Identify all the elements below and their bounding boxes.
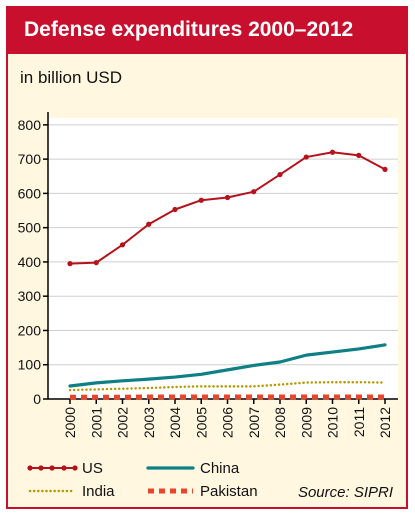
point-us-2011: [356, 152, 362, 158]
point-us-2008: [277, 171, 283, 178]
legend-marker-us: [27, 465, 33, 471]
point-us-2010: [329, 149, 336, 155]
x-tick-label-2001: 2001: [88, 407, 104, 438]
x-tick-label-2012: 2012: [377, 407, 393, 438]
legend-marker-us: [72, 465, 78, 471]
x-tick-label-2008: 2008: [272, 407, 288, 438]
legend-marker-us: [49, 465, 55, 471]
y-tick-label-800: 800: [18, 117, 42, 133]
legend-label-india: India: [82, 483, 115, 500]
x-tick-label-2005: 2005: [193, 407, 209, 438]
y-tick-label-600: 600: [18, 185, 42, 201]
series-line-china: [68, 343, 387, 388]
x-tick-label-2000: 2000: [62, 407, 78, 438]
y-tick-label-700: 700: [18, 151, 42, 167]
x-tick-label-2003: 2003: [141, 407, 157, 438]
point-us-2006: [224, 194, 231, 201]
point-us-2009: [303, 154, 309, 160]
y-tick-label-0: 0: [33, 391, 41, 407]
point-us-2004: [172, 206, 178, 213]
point-us-2001: [93, 260, 99, 266]
chart-unit-label: in billion USD: [20, 68, 123, 87]
legend-label-china: China: [200, 460, 240, 477]
legend-marker-us: [38, 465, 44, 471]
x-tick-label-2010: 2010: [325, 407, 341, 438]
legend-label-us: US: [82, 460, 103, 477]
plot-area: [48, 118, 398, 399]
x-tick-label-2004: 2004: [167, 407, 183, 438]
chart-header: Defense expenditures 2000–2012: [8, 8, 406, 54]
x-tick-label-2006: 2006: [220, 407, 236, 438]
legend-label-pakistan: Pakistan: [200, 483, 258, 500]
series-line-india: [68, 380, 387, 392]
y-tick-label-300: 300: [18, 288, 42, 304]
x-tick-label-2002: 2002: [115, 407, 131, 438]
x-tick-label-2009: 2009: [298, 407, 314, 438]
y-tick-label-200: 200: [18, 322, 42, 338]
y-tick-label-500: 500: [18, 220, 42, 236]
point-us-2007: [251, 189, 257, 195]
point-us-2012: [382, 166, 388, 173]
x-tick-label-2011: 2011: [351, 407, 367, 437]
y-tick-label-100: 100: [18, 357, 42, 373]
point-us-2005: [198, 197, 204, 203]
point-us-2002: [119, 242, 126, 248]
legend-marker-us: [61, 465, 67, 471]
y-tick-label-400: 400: [18, 254, 42, 270]
x-tick-label-2007: 2007: [246, 407, 262, 438]
source-note: Source: SIPRI: [298, 484, 393, 501]
point-us-2003: [146, 221, 152, 227]
chart-title: Defense expenditures 2000–2012: [24, 18, 354, 41]
point-us-2000: [67, 261, 73, 267]
